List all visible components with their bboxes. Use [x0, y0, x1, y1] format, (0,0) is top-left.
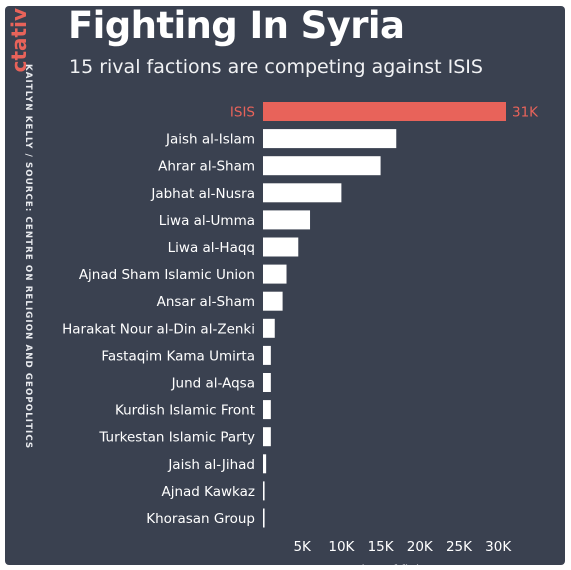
x-tick-label-1: 10K [328, 539, 355, 555]
chart-subtitle: 15 rival factions are competing against … [69, 56, 483, 78]
bar-7 [263, 291, 283, 311]
category-label-10: Jund al-Aqsa [171, 376, 255, 392]
category-label-5: Liwa al-Haqq [168, 240, 255, 256]
category-label-7: Ansar al-Sham [157, 294, 255, 310]
data-label-0: 31K [512, 105, 539, 121]
category-label-13: Jaish al-Jihad [167, 457, 255, 473]
chart-title: Fighting In Syria [68, 6, 405, 47]
category-label-6: Ajnad Sham Islamic Union [79, 267, 255, 283]
bar-3 [263, 183, 342, 203]
category-label-8: Harakat Nour al-Din al-Zenki [62, 321, 255, 337]
bar-0 [263, 102, 506, 121]
x-tick-label-2: 15K [368, 539, 395, 555]
x-tick-label-4: 25K [446, 539, 473, 555]
category-label-11: Kurdish Islamic Front [115, 403, 255, 419]
x-tick-label-5: 30K [485, 539, 512, 555]
category-label-12: Turkestan Islamic Party [98, 430, 255, 446]
x-tick-label-3: 20K [407, 539, 434, 555]
chart-card: ctativ KAITLYN KELLY / SOURCE: CENTRE ON… [5, 6, 565, 565]
bar-2 [263, 156, 381, 176]
category-label-3: Jabhat al-Nusra [150, 186, 255, 202]
category-label-4: Liwa al-Umma [159, 213, 255, 229]
x-axis-label: Number of fighters [333, 563, 446, 565]
source-credit: KAITLYN KELLY / SOURCE: CENTRE ON RELIGI… [23, 64, 33, 450]
bar-chart: ISIS Jaish al-Islam Ahrar al-Sham Jabhat al… [62, 102, 539, 565]
category-label-1: Jaish al-Islam [165, 132, 255, 148]
bar-5 [263, 237, 299, 257]
bar-15 [263, 508, 265, 528]
category-label-2: Ahrar al-Sham [158, 159, 255, 175]
x-tick-label-0: 5K [293, 539, 312, 555]
bar-6 [263, 264, 287, 284]
bar-8 [263, 318, 275, 338]
bar-13 [263, 454, 267, 474]
bar-14 [263, 481, 265, 501]
bar-10 [263, 373, 271, 392]
bar-12 [263, 427, 271, 447]
category-label-14: Ajnad Kawkaz [161, 484, 255, 500]
category-label-0: ISIS [230, 105, 255, 121]
bar-1 [263, 129, 397, 149]
bar-4 [263, 210, 311, 230]
category-label-15: Khorasan Group [146, 511, 255, 527]
bar-9 [263, 345, 271, 365]
category-label-9: Fastaqim Kama Umirta [101, 348, 255, 364]
bar-11 [263, 400, 271, 420]
